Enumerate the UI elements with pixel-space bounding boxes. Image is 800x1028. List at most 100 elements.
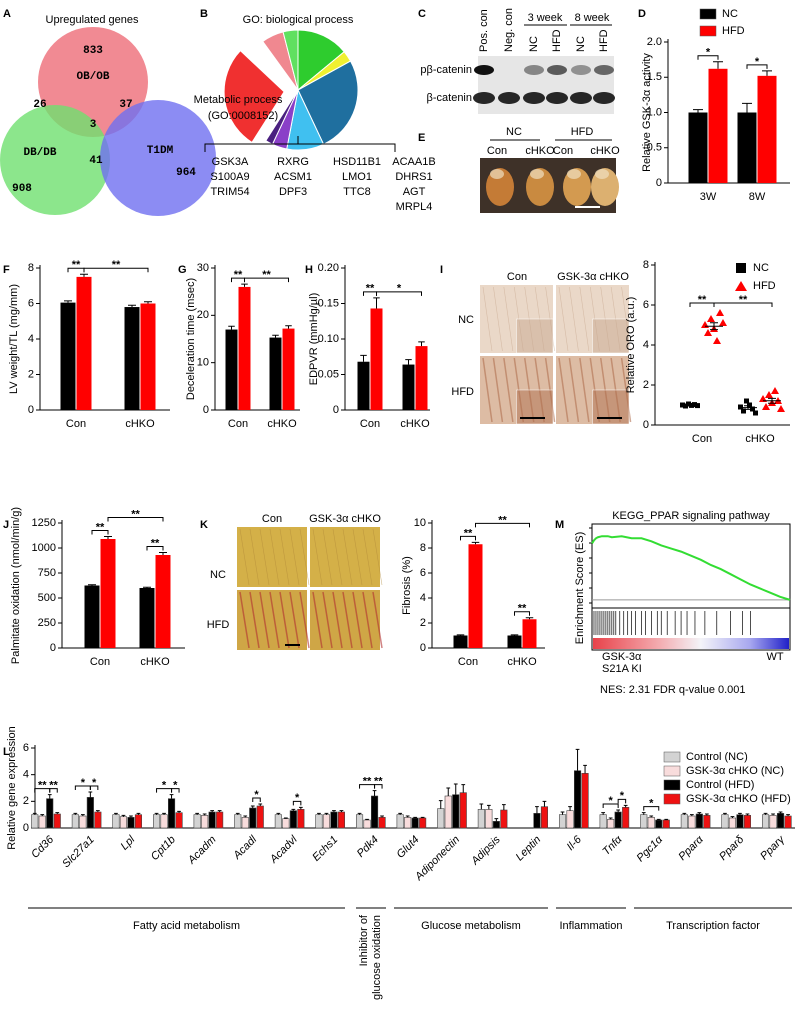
y-tick-label: 2 [643,379,649,391]
blot-band [547,65,567,75]
bar [46,798,54,829]
gene-name: DPF3 [279,186,307,198]
y-tick-label: 10 [197,357,209,369]
bar [160,814,168,829]
bar [607,819,615,829]
error-bar [664,818,669,820]
bar [622,807,630,829]
error-bar [380,815,384,818]
legend-label: GSK-3α cHKO (HFD) [686,793,791,805]
significance-label: * [706,47,711,59]
y-axis-label: Fibrosis (%) [401,556,413,615]
phenotype-label: S21A KI [602,663,642,675]
tissue-texture [249,528,260,586]
panel-letter: D [638,8,646,20]
x-tick-label: cHKO [400,418,430,430]
venn-count: 26 [33,99,46,111]
row-label: HFD [451,386,474,398]
venn-count: 37 [119,99,132,111]
bar [31,814,39,829]
error-bar [682,812,687,815]
error-bar [456,634,465,636]
bar [282,328,295,410]
significance-label: ** [464,527,473,539]
x-tick-label: Con [228,418,248,430]
x-tick-label: Pparα [676,833,706,863]
error-bar [317,812,321,815]
point [762,403,770,410]
blot-row-label: β-catenin [427,92,472,104]
y-tick-label: 750 [38,567,56,579]
error-bar [283,817,288,819]
bar [216,811,224,829]
tissue-texture [503,286,514,352]
bar [139,588,155,648]
significance-bracket [475,522,530,528]
bar [500,809,508,829]
x-tick-label: Glut4 [394,834,421,861]
error-bar [177,810,181,813]
bar [761,814,770,829]
point [713,337,721,344]
y-tick-label: 2 [420,617,426,629]
error-bar [771,813,775,816]
y-tick-label: 2 [23,795,29,807]
bar [370,308,383,410]
legend-swatch [699,25,717,37]
significance-bracket [617,798,627,804]
significance-label: * [162,780,167,792]
y-tick-label: 500 [38,592,56,604]
error-bar [332,810,336,812]
tissue-texture [322,528,333,586]
significance-label: * [173,780,178,792]
panel-letter: G [178,264,187,276]
point [750,406,755,412]
bar [640,814,648,829]
panel-letter: K [200,519,208,531]
error-bar [136,812,141,815]
y-tick-label: 2.0 [647,36,662,48]
error-bar [32,812,37,815]
significance-bracket [746,64,768,69]
tissue-texture [289,528,300,586]
x-tick-label: Con [360,418,380,430]
group-label: Fatty acid metabolism [133,920,240,932]
error-bar [656,818,661,820]
y-tick-label: 6 [420,567,426,579]
y-tick-label: 2 [28,368,34,380]
error-bar [742,102,752,113]
bar [193,814,201,829]
error-bar [217,810,222,812]
y-tick-label: 20 [197,309,209,321]
bar [437,808,445,829]
panel-letter: F [3,264,10,276]
x-tick-label: Il-6 [565,833,585,853]
bar [94,811,102,829]
group-label: Glucose metabolism [421,920,521,932]
timepoint-label: 3 week [528,12,563,24]
diet-label: NC [506,126,522,138]
error-bar [693,109,703,113]
x-tick-label: Acadvl [267,833,300,866]
genotype-label: cHKO [590,145,620,157]
blot-band [524,65,544,75]
bar [53,813,61,829]
bar [558,814,567,829]
y-tick-label: 0 [28,404,34,416]
tissue-texture [579,286,590,352]
error-bar [228,325,235,330]
error-bar [285,325,292,329]
point [765,391,773,398]
tissue-texture [269,591,280,649]
bar [453,635,468,648]
significance-bracket [292,800,302,806]
point [695,403,700,409]
genotype-label: Con [487,145,507,157]
bar [688,815,696,829]
y-tick-label: 6 [643,299,649,311]
bar [79,815,87,829]
significance-bracket [171,788,180,793]
error-bar [494,818,499,822]
bar [522,619,537,648]
significance-label: ** [72,259,81,271]
